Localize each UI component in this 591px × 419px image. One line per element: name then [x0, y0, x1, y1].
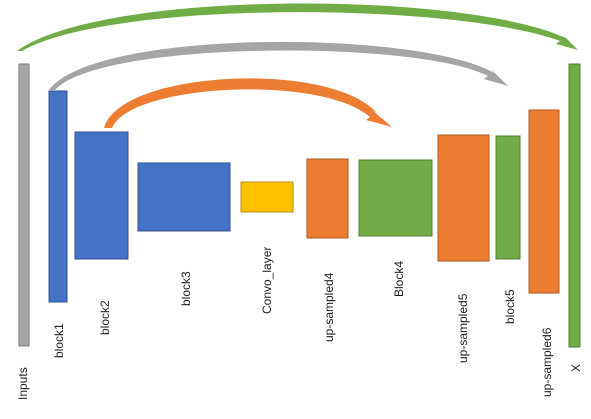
block-up-sampled4	[306, 158, 349, 239]
block-up-sampled5	[437, 134, 490, 262]
label-block5: block5	[503, 289, 517, 324]
skip-arrow-inputs-to-x	[17, 3, 578, 51]
label-up-sampled6: up-sampled6	[540, 327, 554, 397]
block-block2	[74, 131, 129, 260]
label-convo-layer: Convo_layer	[260, 247, 274, 314]
label-block3: block3	[179, 271, 193, 306]
block-up-sampled6	[528, 109, 560, 294]
block-block4	[358, 159, 433, 237]
label-up-sampled5: up-sampled5	[456, 293, 470, 363]
skip-arrow-block2-to-block4	[104, 78, 392, 128]
label-block4: Block4	[392, 261, 406, 297]
block-convo-layer	[240, 181, 294, 213]
skip-arrow-block1-to-up-sampled5	[49, 41, 508, 90]
block-x	[568, 63, 581, 348]
label-up-sampled4: up-sampled4	[322, 272, 336, 342]
block-block5	[495, 135, 521, 260]
label-inputs: Inputs	[16, 367, 30, 400]
label-block2: block2	[98, 300, 112, 335]
label-block1: block1	[52, 323, 66, 358]
label-x: X	[569, 364, 583, 372]
block-inputs	[18, 63, 30, 347]
block-block3	[137, 162, 231, 232]
block-block1	[48, 90, 68, 303]
